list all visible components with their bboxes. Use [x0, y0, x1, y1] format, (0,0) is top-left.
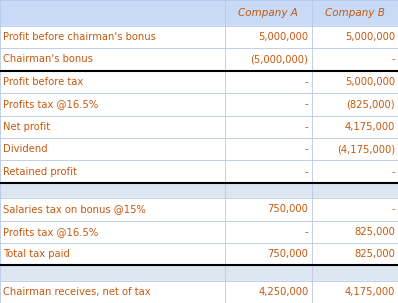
Text: Company A: Company A — [238, 8, 298, 18]
Bar — [0, 281, 398, 303]
Bar — [0, 0, 398, 26]
Text: 5,000,000: 5,000,000 — [258, 32, 308, 42]
Text: Dividend: Dividend — [3, 144, 48, 154]
Bar — [0, 48, 398, 71]
Text: -: - — [305, 99, 308, 109]
Text: -: - — [391, 55, 395, 65]
Bar — [0, 221, 398, 243]
Text: (5,000,000): (5,000,000) — [251, 55, 308, 65]
Text: -: - — [391, 204, 395, 214]
Text: Salaries tax on bonus @15%: Salaries tax on bonus @15% — [3, 204, 146, 214]
Text: Company B: Company B — [325, 8, 385, 18]
Text: -: - — [391, 167, 395, 177]
Bar — [0, 93, 398, 115]
Text: 750,000: 750,000 — [267, 204, 308, 214]
Text: Profits tax @16.5%: Profits tax @16.5% — [3, 227, 98, 237]
Bar — [0, 198, 398, 221]
Text: (825,000): (825,000) — [346, 99, 395, 109]
Text: 4,175,000: 4,175,000 — [344, 287, 395, 297]
Text: Net profit: Net profit — [3, 122, 50, 132]
Text: 825,000: 825,000 — [354, 227, 395, 237]
Bar — [0, 115, 398, 138]
Bar — [0, 183, 398, 198]
Text: Profit before tax: Profit before tax — [3, 77, 84, 87]
Text: Profit before chairman's bonus: Profit before chairman's bonus — [3, 32, 156, 42]
Bar — [0, 243, 398, 265]
Text: -: - — [305, 227, 308, 237]
Text: Profits tax @16.5%: Profits tax @16.5% — [3, 99, 98, 109]
Text: 5,000,000: 5,000,000 — [345, 32, 395, 42]
Bar — [0, 26, 398, 48]
Text: -: - — [305, 144, 308, 154]
Text: -: - — [305, 167, 308, 177]
Text: Retained profit: Retained profit — [3, 167, 77, 177]
Text: Chairman receives, net of tax: Chairman receives, net of tax — [3, 287, 151, 297]
Text: -: - — [305, 77, 308, 87]
Bar — [0, 265, 398, 281]
Text: -: - — [305, 122, 308, 132]
Text: 750,000: 750,000 — [267, 249, 308, 259]
Text: (4,175,000): (4,175,000) — [337, 144, 395, 154]
Text: 4,250,000: 4,250,000 — [258, 287, 308, 297]
Bar — [0, 161, 398, 183]
Text: 5,000,000: 5,000,000 — [345, 77, 395, 87]
Text: 4,175,000: 4,175,000 — [344, 122, 395, 132]
Bar — [0, 71, 398, 93]
Bar — [0, 138, 398, 161]
Text: 825,000: 825,000 — [354, 249, 395, 259]
Text: Total tax paid: Total tax paid — [3, 249, 70, 259]
Text: Chairman's bonus: Chairman's bonus — [3, 55, 93, 65]
